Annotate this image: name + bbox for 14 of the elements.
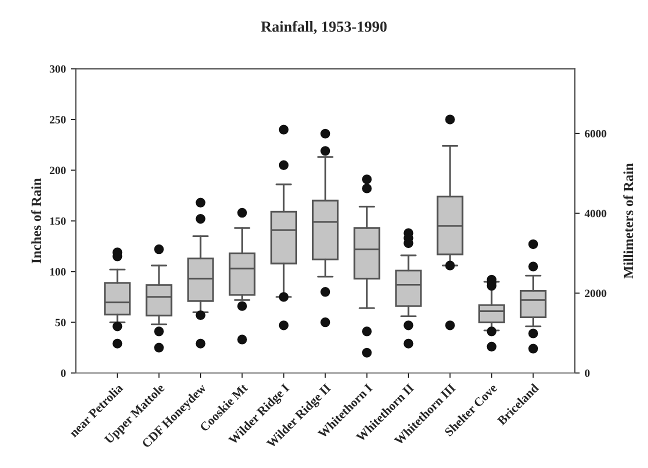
y2-tick-label: 6000 bbox=[584, 130, 606, 138]
y-tick-label: 0 bbox=[60, 369, 66, 377]
y2-axis-title: Millimeters of Rain bbox=[623, 163, 634, 279]
y-tick-label: 50 bbox=[55, 318, 66, 326]
y-tick-label: 250 bbox=[50, 116, 66, 124]
y-axis-title: Inches of Rain bbox=[31, 178, 42, 264]
y2-tick-label: 0 bbox=[584, 369, 590, 377]
y2-tick-label: 4000 bbox=[584, 210, 606, 218]
chart-title: Rainfall, 1953-1990 bbox=[261, 20, 387, 34]
y2-tick-label: 2000 bbox=[584, 290, 606, 298]
y-tick-label: 100 bbox=[50, 268, 66, 276]
y-tick-label: 300 bbox=[50, 65, 66, 73]
y-tick-label: 150 bbox=[50, 217, 66, 225]
y-tick-label: 200 bbox=[50, 166, 66, 174]
